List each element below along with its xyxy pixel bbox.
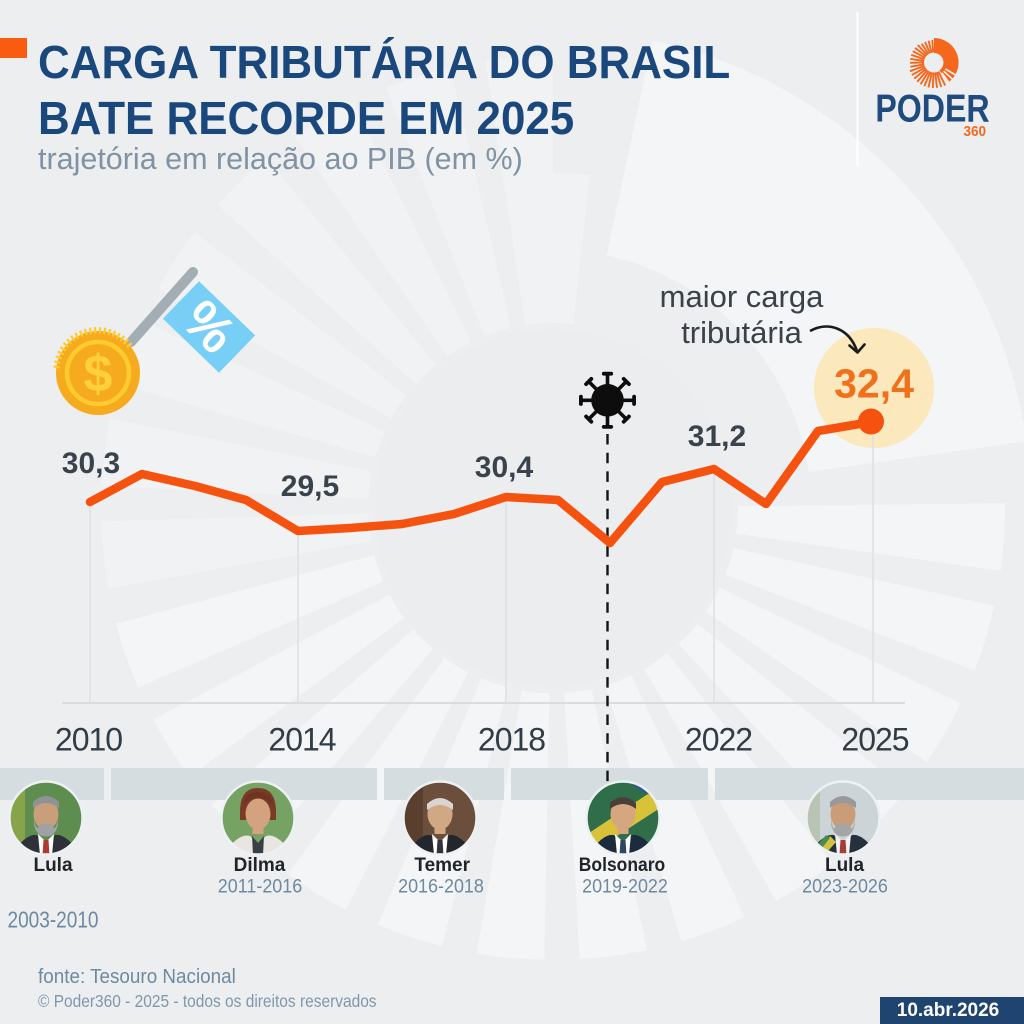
svg-text:$: $ (84, 345, 113, 403)
svg-text:PODER: PODER (875, 87, 989, 130)
svg-text:360: 360 (964, 123, 987, 140)
